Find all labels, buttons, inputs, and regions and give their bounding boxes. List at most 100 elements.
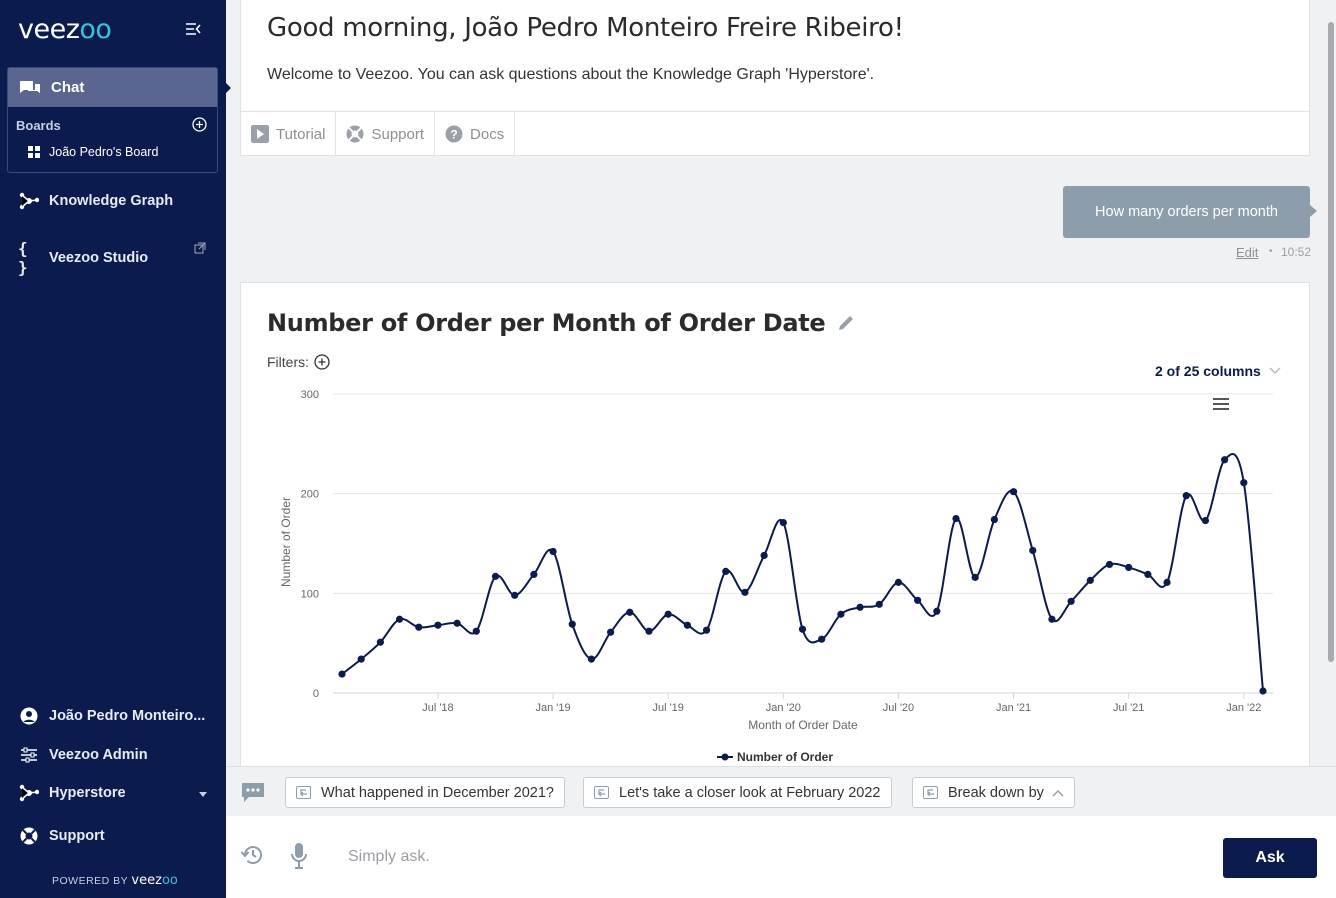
data-point[interactable] [933,607,941,615]
data-point[interactable] [894,578,903,586]
add-board-icon[interactable] [192,117,207,132]
knowledge-graph-icon [19,784,39,802]
data-point[interactable] [856,603,864,611]
data-point[interactable] [1105,560,1114,569]
data-point[interactable] [1221,456,1229,464]
x-tick-label: Jan '22 [1226,702,1261,714]
data-point[interactable] [491,572,500,580]
data-point[interactable] [1163,578,1171,586]
sidebar-item-admin[interactable]: Veezoo Admin [18,747,148,763]
sidebar-item-label: João Pedro Monteiro... [49,708,206,724]
collapse-sidebar-icon[interactable] [184,20,202,38]
question-icon: ? [445,125,463,143]
data-point[interactable] [722,567,730,576]
chevron-down-icon[interactable] [199,792,207,797]
edit-question-link[interactable]: Edit [1236,245,1259,260]
edit-pencil-icon[interactable] [837,314,855,332]
data-point[interactable] [760,551,768,560]
data-point[interactable] [549,547,557,556]
answer-title: Number of Order per Month of Order Date [267,309,855,337]
sidebar-item-veezoo-studio[interactable]: { } Veezoo Studio [18,239,148,277]
board-grid-icon [28,146,40,158]
data-point[interactable] [376,638,384,646]
data-point[interactable] [990,515,998,524]
filters-row: Filters: [267,354,330,370]
data-point[interactable] [530,570,538,578]
sidebar-item-knowledge-graph[interactable]: Knowledge Graph [18,192,173,210]
columns-selector[interactable]: 2 of 25 columns [1155,363,1281,379]
data-point[interactable] [568,620,576,628]
data-point[interactable] [626,608,634,616]
data-point[interactable] [1067,597,1075,605]
ask-button[interactable]: Ask [1223,838,1317,878]
x-tick-label: Jul '21 [1113,702,1144,714]
data-point[interactable] [683,621,691,629]
data-point[interactable] [511,591,519,599]
sidebar-item-support[interactable]: Support [18,827,105,845]
data-point[interactable] [434,621,442,629]
suggestion-chip-break-down[interactable]: Break down by [912,777,1075,808]
microphone-icon[interactable] [291,842,307,870]
data-point[interactable] [607,628,615,636]
tutorial-button[interactable]: Tutorial [241,112,337,156]
separator-dot: • [1269,246,1273,257]
data-point[interactable] [472,627,480,635]
scrollbar[interactable] [1328,22,1334,662]
sidebar-item-user[interactable]: João Pedro Monteiro... [18,707,205,725]
legend-marker [721,753,729,761]
support-button[interactable]: Support [336,112,436,156]
history-icon[interactable] [240,844,264,866]
data-point[interactable] [1048,615,1056,623]
data-point[interactable] [1182,492,1190,500]
sidebar-item-hyperstore[interactable]: Hyperstore [18,784,126,802]
suggestion-chip[interactable]: What happened in December 2021? [285,777,565,808]
data-point[interactable] [453,619,461,627]
data-point[interactable] [741,588,749,596]
sidebar-item-chat[interactable]: Chat [8,68,217,107]
tutorial-label: Tutorial [276,125,326,143]
data-point[interactable] [837,610,845,618]
legend[interactable]: Number of Order [717,750,833,764]
y-axis-ticks: 0 100 200 300 [301,389,319,700]
data-point[interactable] [645,627,653,635]
sliders-icon [21,747,37,763]
veezoo-logo[interactable]: veezoo [18,14,112,45]
data-point[interactable] [971,573,979,581]
user-icon [20,707,38,725]
sidebar: veezoo Chat Boards João Pedro's Board [0,0,231,898]
data-point[interactable] [798,625,807,633]
data-point[interactable] [818,635,826,643]
data-point[interactable] [1029,546,1037,555]
powered-by: POWERED BY veezoo [52,873,178,888]
data-point[interactable] [875,600,883,608]
data-point[interactable] [338,670,346,678]
data-point[interactable] [415,623,423,631]
data-point[interactable] [779,518,787,527]
x-tick-label: Jul '19 [652,702,683,714]
data-point[interactable] [587,655,596,663]
boards-label: Boards [16,118,61,133]
suggestion-chip[interactable]: Let's take a closer look at February 202… [583,777,892,808]
data-point[interactable] [1009,488,1018,496]
docs-button[interactable]: ? Docs [435,112,516,156]
add-filter-icon[interactable] [314,354,330,370]
data-point[interactable] [914,596,922,604]
chart-menu-icon[interactable] [1213,398,1229,410]
data-point[interactable] [357,655,365,663]
data-point[interactable] [1201,516,1210,525]
data-point[interactable] [395,615,404,623]
data-point[interactable] [1144,570,1152,578]
data-point[interactable] [1125,563,1133,572]
sidebar-item-label: Hyperstore [49,785,126,801]
data-point[interactable] [664,610,672,618]
ask-input[interactable] [336,838,1186,876]
sidebar-item-board[interactable]: João Pedro's Board [28,145,158,159]
y-tick-label: 100 [301,588,319,600]
suggestion-chip-label: Break down by [948,784,1044,801]
data-point[interactable] [1240,479,1248,487]
greeting-title: Good morning, João Pedro Monteiro Freire… [267,13,904,43]
data-point[interactable] [702,626,711,634]
data-point[interactable] [1259,687,1267,695]
data-point[interactable] [1086,576,1094,584]
data-point[interactable] [952,514,960,523]
